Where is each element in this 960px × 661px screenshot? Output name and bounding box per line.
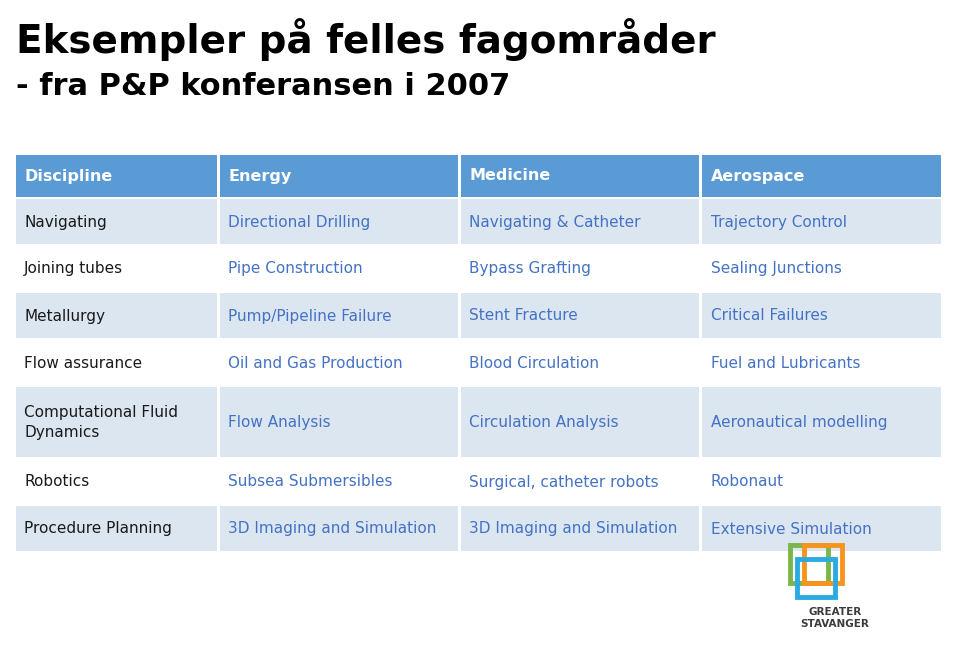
Text: Flow Analysis: Flow Analysis xyxy=(228,415,331,430)
Bar xyxy=(15,245,217,291)
Text: Navigating: Navigating xyxy=(24,215,107,229)
Text: Metallurgy: Metallurgy xyxy=(24,309,105,323)
Text: Discipline: Discipline xyxy=(24,169,112,184)
Text: Aerospace: Aerospace xyxy=(710,169,805,184)
Text: Blood Circulation: Blood Circulation xyxy=(469,356,599,371)
Text: Computational Fluid
Dynamics: Computational Fluid Dynamics xyxy=(24,405,178,440)
Bar xyxy=(220,155,458,197)
Text: Subsea Submersibles: Subsea Submersibles xyxy=(228,475,393,490)
Text: Flow assurance: Flow assurance xyxy=(24,356,142,371)
Bar xyxy=(702,155,941,197)
Text: Robonaut: Robonaut xyxy=(710,475,784,490)
Text: Critical Failures: Critical Failures xyxy=(710,309,828,323)
Bar xyxy=(15,198,217,244)
Bar xyxy=(220,293,458,338)
Bar xyxy=(220,459,458,504)
Text: Pipe Construction: Pipe Construction xyxy=(228,262,363,276)
Bar xyxy=(461,198,699,244)
Bar xyxy=(461,155,699,197)
Text: Joining tubes: Joining tubes xyxy=(24,262,123,276)
Text: GREATER
STAVANGER: GREATER STAVANGER xyxy=(801,607,870,629)
Bar xyxy=(790,545,828,583)
Bar xyxy=(461,245,699,291)
Text: 3D Imaging and Simulation: 3D Imaging and Simulation xyxy=(469,522,678,537)
Text: Surgical, catheter robots: Surgical, catheter robots xyxy=(469,475,660,490)
Text: Sealing Junctions: Sealing Junctions xyxy=(710,262,842,276)
Text: Navigating & Catheter: Navigating & Catheter xyxy=(469,215,641,229)
Bar xyxy=(461,459,699,504)
Text: Trajectory Control: Trajectory Control xyxy=(710,215,847,229)
Bar xyxy=(15,340,217,385)
Bar xyxy=(220,340,458,385)
Text: Eksempler på felles fagområder: Eksempler på felles fagområder xyxy=(16,18,715,61)
Bar xyxy=(15,506,217,551)
Bar xyxy=(797,559,835,597)
Bar xyxy=(702,198,941,244)
Text: Medicine: Medicine xyxy=(469,169,551,184)
Text: Extensive Simulation: Extensive Simulation xyxy=(710,522,872,537)
Text: Directional Drilling: Directional Drilling xyxy=(228,215,371,229)
Bar xyxy=(461,506,699,551)
Text: - fra P&P konferansen i 2007: - fra P&P konferansen i 2007 xyxy=(16,72,511,101)
Bar xyxy=(804,545,842,583)
Bar xyxy=(15,459,217,504)
Bar xyxy=(702,506,941,551)
Bar xyxy=(702,340,941,385)
Text: Energy: Energy xyxy=(228,169,292,184)
Bar xyxy=(15,155,217,197)
Bar xyxy=(461,340,699,385)
Bar xyxy=(220,387,458,457)
Bar xyxy=(15,293,217,338)
Text: Fuel and Lubricants: Fuel and Lubricants xyxy=(710,356,860,371)
Bar xyxy=(702,387,941,457)
Bar xyxy=(220,198,458,244)
Bar xyxy=(220,506,458,551)
Text: Procedure Planning: Procedure Planning xyxy=(24,522,172,537)
Text: Aeronautical modelling: Aeronautical modelling xyxy=(710,415,887,430)
Bar xyxy=(220,245,458,291)
Bar xyxy=(15,387,217,457)
Text: Bypass Grafting: Bypass Grafting xyxy=(469,262,591,276)
Text: 3D Imaging and Simulation: 3D Imaging and Simulation xyxy=(228,522,437,537)
Text: Circulation Analysis: Circulation Analysis xyxy=(469,415,619,430)
Text: Oil and Gas Production: Oil and Gas Production xyxy=(228,356,403,371)
Bar xyxy=(461,293,699,338)
Text: Stent Fracture: Stent Fracture xyxy=(469,309,578,323)
Bar xyxy=(702,245,941,291)
Bar xyxy=(702,459,941,504)
Text: Robotics: Robotics xyxy=(24,475,89,490)
Text: Pump/Pipeline Failure: Pump/Pipeline Failure xyxy=(228,309,392,323)
Bar xyxy=(702,293,941,338)
Bar xyxy=(461,387,699,457)
